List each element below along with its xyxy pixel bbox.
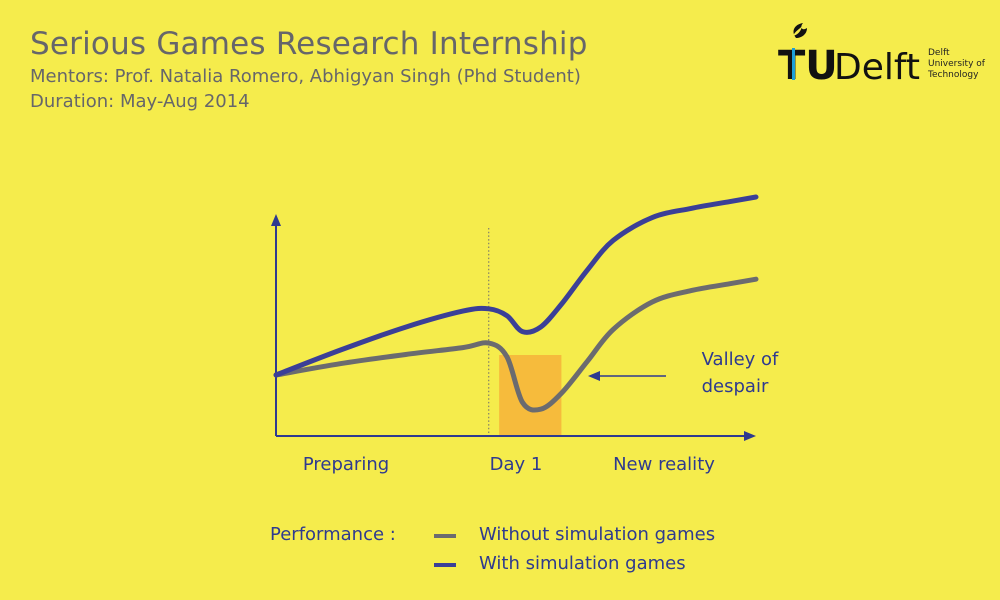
valley-arrow-icon [588,371,600,381]
logo-tu-text: TU [778,43,838,84]
x-tick-label-3: New reality [613,454,715,475]
series-line-with [273,194,759,378]
logo-subtitle-line3: Technology [927,70,979,80]
duration-text: Duration: May-Aug 2014 [30,91,250,112]
logo-subtitle-line1: Delft [928,48,950,58]
header: Serious Games Research Internship Mentor… [30,24,588,114]
legend-label-with: With simulation games [479,553,686,574]
x-axis-labels: Preparing Day 1 New reality [303,454,715,475]
series-line-without [273,276,759,413]
flame-highlight [793,26,802,36]
x-axis-arrow-icon [744,431,756,441]
legend-label-without: Without simulation games [479,524,716,545]
logo-accent-bar [792,48,795,80]
x-tick-label-2: Day 1 [490,454,543,475]
valley-label-line2: despair [702,376,769,397]
logo-delft-text: Delft [834,47,920,84]
legend-title: Performance : [270,524,396,545]
tu-delft-logo-mark: TU Delft Delft University of Technology [778,23,986,84]
tu-delft-logo: TU Delft Delft University of Technology [776,22,986,84]
mentors-text: Mentors: Prof. Natalia Romero, Abhigyan … [30,66,581,87]
legend-swatch-with [434,563,456,567]
logo-subtitle-line2: University of [928,59,986,69]
page-title: Serious Games Research Internship [30,26,588,62]
legend-swatch-without [434,534,456,538]
valley-label-line1: Valley of [702,349,779,370]
legend: Performance : Without simulation games W… [270,520,790,590]
x-tick-label-1: Preparing [303,454,389,475]
y-axis-arrow-icon [271,214,281,226]
